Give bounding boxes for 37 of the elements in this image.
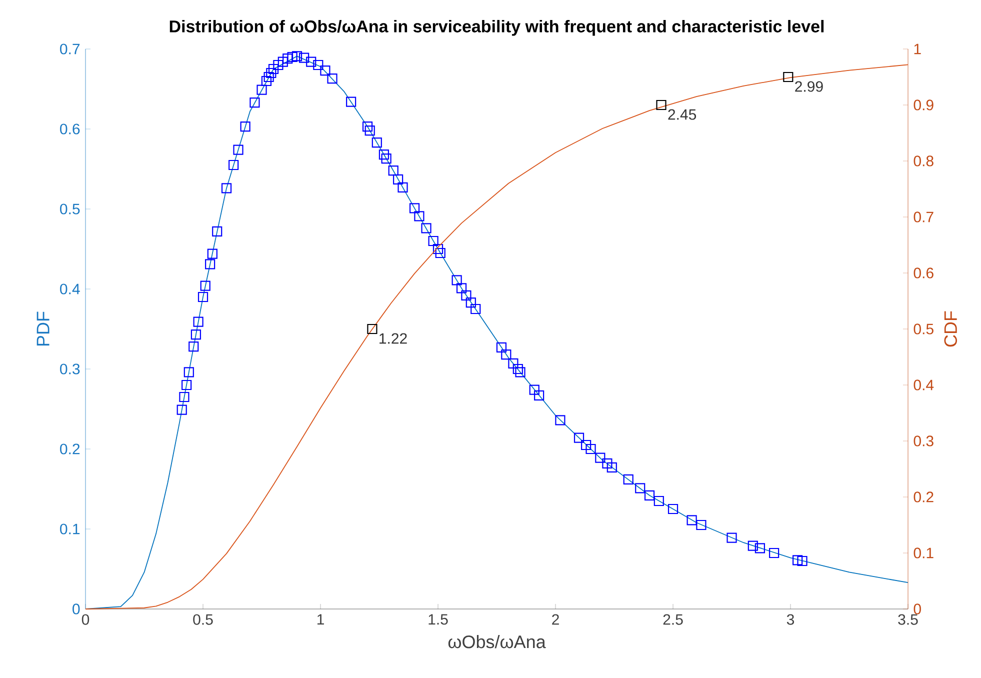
x-tick-label: 3.5 xyxy=(898,614,918,625)
y-tick-label: 0 xyxy=(72,604,80,614)
annotation: 2.99 xyxy=(795,81,823,92)
x-tick-label: 2.5 xyxy=(663,614,683,625)
y2-tick-label: 0.2 xyxy=(914,492,934,502)
point xyxy=(783,72,794,82)
y-tick-label: 0.7 xyxy=(60,44,80,54)
chart-title: Distribution of ωObs/ωAna in serviceability with frequent and characteristic level xyxy=(170,20,824,36)
y2-tick-label: 0.3 xyxy=(914,436,934,446)
y-tick-label: 0.4 xyxy=(60,284,80,294)
y2-tick-label: 0.5 xyxy=(914,324,934,334)
y2-tick-label: 0.6 xyxy=(914,268,934,278)
y2-tick-label: 0.1 xyxy=(914,548,934,558)
x-tick-label: 2 xyxy=(552,614,559,625)
annotation: 1.22 xyxy=(380,333,407,344)
y2-axis-title: CDF xyxy=(944,311,957,347)
x-axis-title: ωObs/ωAna xyxy=(448,635,546,648)
y-axis-title: PDF xyxy=(36,312,50,346)
y-tick-label: 0.2 xyxy=(60,444,80,454)
y-tick-label: 0.1 xyxy=(60,524,80,534)
point xyxy=(367,324,378,334)
y2-tick-label: 1 xyxy=(914,44,921,54)
x-tick-label: 0.5 xyxy=(193,614,213,625)
x-tick-label: 0 xyxy=(82,614,90,625)
y2-tick-label: 0.7 xyxy=(914,212,934,222)
y-tick-label: 0.6 xyxy=(60,124,80,134)
y2-tick-label: 0.8 xyxy=(914,156,934,166)
x-tick-label: 1.5 xyxy=(428,614,448,625)
y2-tick-label: 0 xyxy=(914,604,921,614)
x-tick-label: 1 xyxy=(317,614,324,625)
x-tick-label: 3 xyxy=(786,614,794,625)
y2-tick-label: 0.9 xyxy=(914,100,934,110)
y2-tick-label: 0.4 xyxy=(914,380,934,390)
y-tick-label: 0.5 xyxy=(60,204,80,214)
point xyxy=(656,100,666,110)
y-tick-label: 0.3 xyxy=(60,364,80,374)
annotation: 2.45 xyxy=(668,109,696,120)
